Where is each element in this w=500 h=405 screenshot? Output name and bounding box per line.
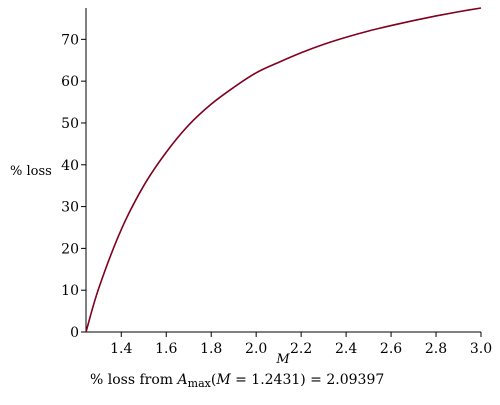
x-tick-label: 1.8 [200, 341, 222, 357]
y-tick-label: 0 [70, 325, 79, 341]
x-tick-label: 2.8 [425, 341, 447, 357]
x-tick-label: 2.6 [380, 341, 402, 357]
y-tick-label: 10 [61, 283, 79, 299]
x-tick-label: 3.0 [470, 341, 492, 357]
caption-m: M [216, 372, 231, 388]
y-tick-label: 20 [61, 241, 79, 257]
caption-rest: = 1.2431) = 2.09397 [230, 372, 385, 388]
caption-prefix: % loss from [90, 372, 178, 388]
x-tick-label: 1.6 [155, 341, 177, 357]
x-axis-label: M [275, 352, 290, 367]
x-tick-label: 2.0 [245, 341, 267, 357]
y-tick-label: 70 [61, 32, 79, 48]
y-tick-label: 50 [61, 116, 79, 132]
y-tick-label: 40 [61, 158, 79, 174]
y-tick-label: 30 [61, 200, 79, 216]
chart-caption: % loss from Amax(M = 1.2431) = 2.09397 [90, 372, 384, 390]
x-tick-label: 2.2 [290, 341, 312, 357]
x-tick-label: 1.4 [110, 341, 132, 357]
y-tick-label: 60 [61, 74, 79, 90]
caption-sub: max [187, 377, 211, 390]
y-axis-label: % loss [10, 164, 52, 179]
caption-a: A [177, 372, 188, 388]
series-line [85, 7, 482, 333]
caption-open: ( [210, 372, 217, 388]
x-tick-label: 2.4 [335, 341, 357, 357]
